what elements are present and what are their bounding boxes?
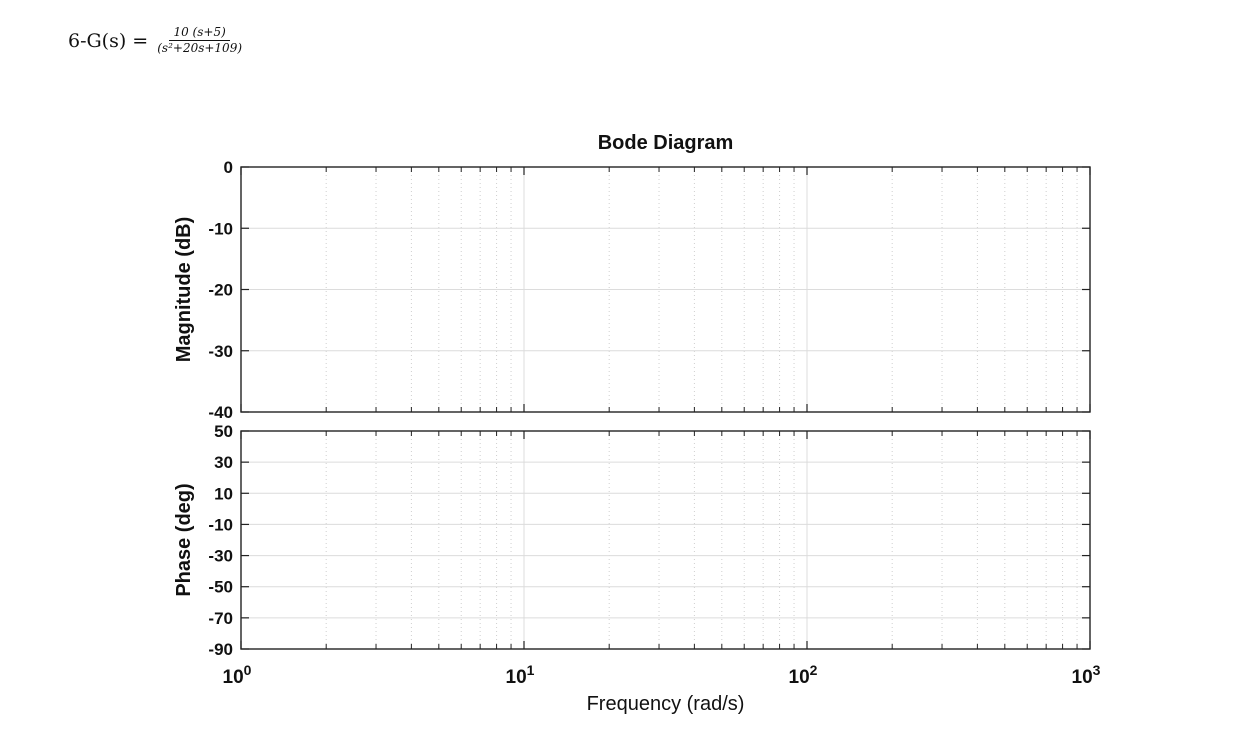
transfer-function-denominator: (s²+20s+109) xyxy=(157,41,243,55)
transfer-function-numerator: 10 (s+5) xyxy=(169,26,230,41)
magnitude-panel: 0 -10 -20 -30 -40 Magnitude (dB) xyxy=(173,158,1091,422)
phase-panel: 50 30 10 -10 -30 -50 -70 -90 Phase (deg) xyxy=(173,422,1091,659)
magnitude-y-tick-label: -40 xyxy=(208,403,233,422)
x-tick-label: 100 xyxy=(223,662,252,688)
transfer-function-fraction: 10 (s+5) (s²+20s+109) xyxy=(153,26,246,55)
phase-y-tick-label: -50 xyxy=(208,578,233,597)
magnitude-y-tick-label: -10 xyxy=(208,219,233,238)
magnitude-y-axis-label: Magnitude (dB) xyxy=(173,217,195,363)
x-tick-label: 103 xyxy=(1072,662,1101,688)
phase-axes-frame xyxy=(240,430,1091,650)
phase-y-tick-label: -90 xyxy=(208,640,233,659)
chart-title: Bode Diagram xyxy=(598,132,734,154)
phase-y-tick-label: -10 xyxy=(208,515,233,534)
problem-statement: 6-G(s) = 10 (s+5) (s²+20s+109) xyxy=(68,26,246,55)
x-tick-label: 101 xyxy=(506,662,535,688)
magnitude-y-tick-label: -20 xyxy=(208,281,233,300)
phase-y-tick-label: 10 xyxy=(214,484,233,503)
phase-y-axis-label: Phase (deg) xyxy=(173,483,195,596)
phase-y-tick-label: 30 xyxy=(214,453,233,472)
problem-label: 6-G(s) = xyxy=(68,29,149,52)
x-tick-label: 102 xyxy=(789,662,818,688)
magnitude-y-tick-label: -30 xyxy=(208,342,233,361)
magnitude-y-tick-label: 0 xyxy=(224,158,233,177)
phase-y-tick-label: 50 xyxy=(214,422,233,441)
phase-y-tick-label: -70 xyxy=(208,609,233,628)
phase-y-tick-label: -30 xyxy=(208,547,233,566)
magnitude-axes-frame xyxy=(240,166,1091,413)
x-axis-label: Frequency (rad/s) xyxy=(587,693,745,715)
